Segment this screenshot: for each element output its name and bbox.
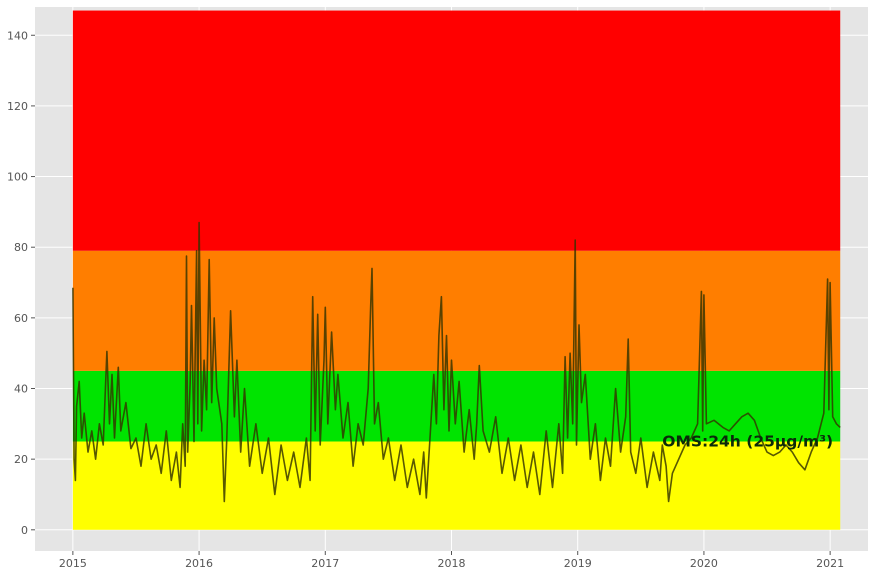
series-line — [72, 221, 841, 503]
aqi-band — [72, 10, 841, 251]
oms-threshold-annotation: OMS:24h (25µg/m³) — [662, 432, 833, 450]
aqi-band — [72, 250, 841, 371]
y-tick-label: 120 — [7, 100, 28, 113]
x-tick-label: 2016 — [185, 557, 213, 570]
y-tick-label: 60 — [14, 312, 28, 325]
axes: 2015 2016 2017 2018 2019 2020 2021 0 20 40 60 80 100… — [7, 29, 844, 570]
x-tick-label: 2018 — [438, 557, 466, 570]
x-tick-label: 2019 — [564, 557, 592, 570]
x-tick-label: 2021 — [816, 557, 844, 570]
y-tick-label: 20 — [14, 453, 28, 466]
annotations: OMS:24h (25µg/m³) — [662, 432, 833, 450]
series-path — [72, 221, 841, 503]
y-tick-label: 140 — [7, 29, 28, 42]
x-tick-label: 2015 — [59, 557, 87, 570]
aqi-band — [72, 441, 841, 530]
y-tick-label: 40 — [14, 383, 28, 396]
y-tick-label: 0 — [21, 524, 28, 537]
y-tick-label: 80 — [14, 241, 28, 254]
x-tick-label: 2017 — [311, 557, 339, 570]
y-tick-label: 100 — [7, 171, 28, 184]
x-tick-label: 2020 — [690, 557, 718, 570]
